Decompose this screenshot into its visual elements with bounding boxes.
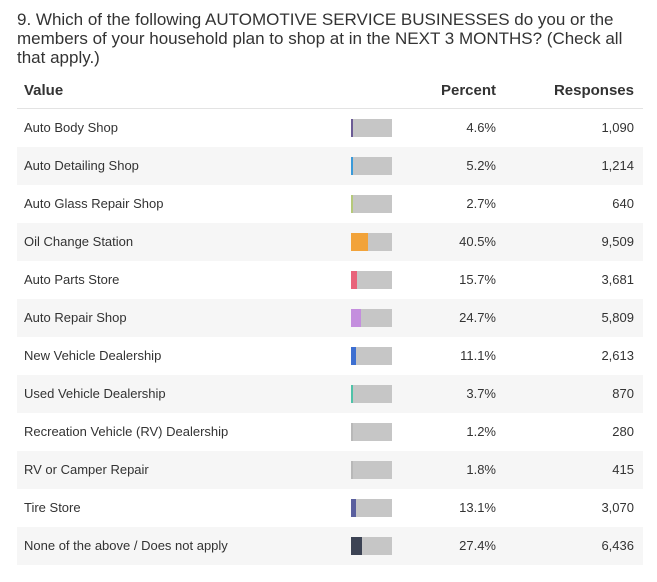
percent-bar-fill bbox=[351, 309, 362, 327]
row-percent: 3.7% bbox=[466, 386, 496, 401]
percent-bar-track bbox=[351, 309, 392, 327]
column-header-value: Value bbox=[24, 82, 64, 99]
percent-bar-track bbox=[351, 537, 392, 555]
row-label: RV or Camper Repair bbox=[24, 462, 149, 477]
row-responses: 5,809 bbox=[601, 310, 634, 325]
row-responses: 1,090 bbox=[601, 120, 634, 135]
percent-bar-fill bbox=[351, 423, 353, 441]
row-responses: 1,214 bbox=[601, 158, 634, 173]
percent-bar-track bbox=[351, 157, 392, 175]
table-row: New Vehicle Dealership 11.1% 2,613 bbox=[17, 337, 643, 375]
row-label: Used Vehicle Dealership bbox=[24, 386, 166, 401]
row-label: Auto Detailing Shop bbox=[24, 158, 139, 173]
row-percent: 40.5% bbox=[459, 234, 496, 249]
row-percent: 1.8% bbox=[466, 462, 496, 477]
row-percent: 4.6% bbox=[466, 120, 496, 135]
row-label: Auto Glass Repair Shop bbox=[24, 196, 164, 211]
table-row: Oil Change Station 40.5% 9,509 bbox=[17, 223, 643, 261]
percent-bar-track bbox=[351, 423, 392, 441]
table-row: Auto Detailing Shop 5.2% 1,214 bbox=[17, 147, 643, 185]
row-percent: 15.7% bbox=[459, 272, 496, 287]
percent-bar-track bbox=[351, 233, 392, 251]
row-label: Tire Store bbox=[24, 500, 81, 515]
row-label: Recreation Vehicle (RV) Dealership bbox=[24, 424, 229, 439]
table-row: Auto Repair Shop 24.7% 5,809 bbox=[17, 299, 643, 337]
percent-bar-track bbox=[351, 385, 392, 403]
row-label: Oil Change Station bbox=[24, 234, 134, 249]
row-percent: 5.2% bbox=[466, 158, 496, 173]
percent-bar-fill bbox=[351, 157, 354, 175]
table-row: Tire Store 13.1% 3,070 bbox=[17, 489, 643, 527]
percent-bar-track bbox=[351, 347, 392, 365]
table-row: RV or Camper Repair 1.8% 415 bbox=[17, 451, 643, 489]
row-label: Auto Repair Shop bbox=[24, 310, 127, 325]
percent-bar-track bbox=[351, 195, 392, 213]
row-responses: 280 bbox=[612, 424, 634, 439]
percent-bar-fill bbox=[351, 499, 357, 517]
percent-bar-fill bbox=[351, 461, 353, 479]
table-row: Auto Body Shop 4.6% 1,090 bbox=[17, 109, 643, 147]
row-percent: 1.2% bbox=[466, 424, 496, 439]
question-title: 9. Which of the following AUTOMOTIVE SER… bbox=[17, 10, 623, 67]
percent-bar-fill bbox=[351, 537, 363, 555]
column-header-percent: Percent bbox=[440, 82, 496, 99]
percent-bar-fill bbox=[351, 119, 353, 137]
row-responses: 3,681 bbox=[601, 272, 634, 287]
percent-bar-track bbox=[351, 499, 392, 517]
percent-bar-fill bbox=[351, 385, 353, 403]
percent-bar-fill bbox=[351, 195, 353, 213]
table-row: Auto Glass Repair Shop 2.7% 640 bbox=[17, 185, 643, 223]
percent-bar-track bbox=[351, 271, 392, 289]
column-header-responses: Responses bbox=[553, 82, 634, 99]
row-percent: 13.1% bbox=[459, 500, 496, 515]
row-label: Auto Body Shop bbox=[24, 120, 118, 135]
percent-bar-track bbox=[351, 461, 392, 479]
row-responses: 640 bbox=[612, 196, 634, 211]
row-responses: 870 bbox=[612, 386, 634, 401]
percent-bar-fill bbox=[351, 347, 356, 365]
table-row: None of the above / Does not apply 27.4% 6… bbox=[17, 527, 643, 565]
row-responses: 2,613 bbox=[601, 348, 634, 363]
percent-bar-fill bbox=[351, 233, 368, 251]
row-label: None of the above / Does not apply bbox=[24, 538, 228, 553]
row-label: Auto Parts Store bbox=[24, 272, 120, 287]
table-row: Auto Parts Store 15.7% 3,681 bbox=[17, 261, 643, 299]
row-percent: 24.7% bbox=[459, 310, 496, 325]
row-percent: 27.4% bbox=[459, 538, 496, 553]
row-responses: 6,436 bbox=[601, 538, 634, 553]
row-percent: 11.1% bbox=[460, 348, 496, 363]
table-row: Used Vehicle Dealership 3.7% 870 bbox=[17, 375, 643, 413]
row-responses: 415 bbox=[612, 462, 634, 477]
table-header: Value Percent Responses bbox=[17, 73, 643, 109]
results-table-body: Auto Body Shop 4.6% 1,090 Auto Detailing Sh… bbox=[17, 109, 643, 565]
row-responses: 3,070 bbox=[601, 500, 634, 515]
percent-bar-fill bbox=[351, 271, 358, 289]
percent-bar-track bbox=[351, 119, 392, 137]
row-label: New Vehicle Dealership bbox=[24, 348, 162, 363]
row-percent: 2.7% bbox=[466, 196, 496, 211]
row-responses: 9,509 bbox=[601, 234, 634, 249]
table-row: Recreation Vehicle (RV) Dealership 1.2% 28… bbox=[17, 413, 643, 451]
